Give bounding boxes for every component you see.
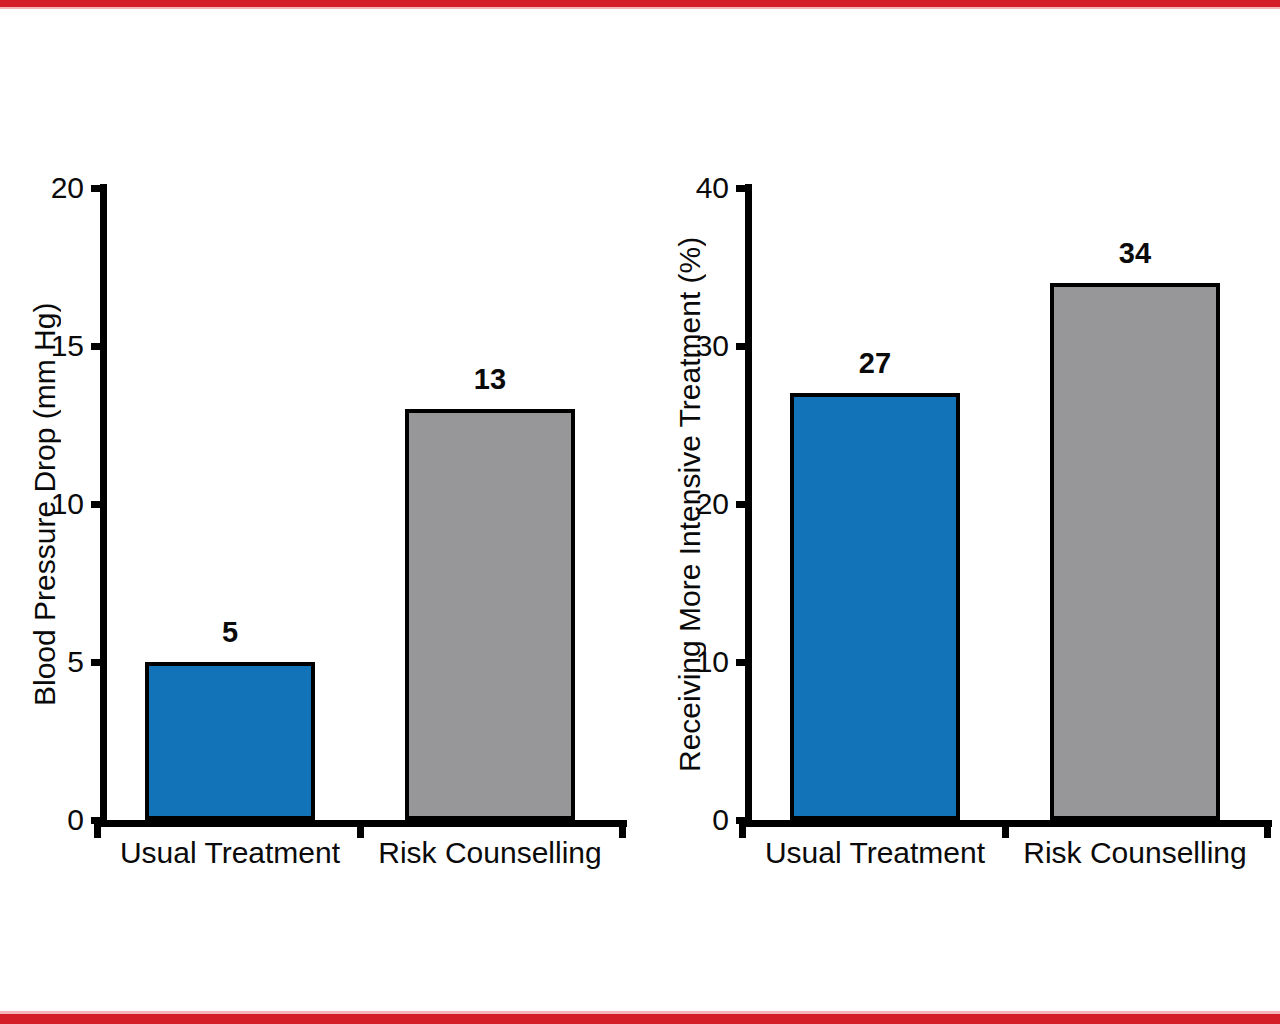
y-tick-label: 20 (0, 171, 84, 205)
bar-value-label: 13 (405, 362, 575, 396)
y-tick (736, 343, 745, 350)
bar-chart-blood-pressure-drop: Blood Pressure Drop (mm Hg) 051015205Usu… (100, 188, 620, 820)
y-tick (91, 501, 100, 508)
y-axis (100, 184, 107, 827)
bar (145, 662, 315, 820)
bar-value-label: 27 (790, 346, 960, 380)
y-tick-label: 40 (619, 171, 729, 205)
y-tick-label: 0 (0, 803, 84, 837)
y-tick (736, 501, 745, 508)
bar (405, 409, 575, 820)
y-tick (736, 817, 745, 824)
category-label: Usual Treatment (100, 836, 360, 870)
y-tick (736, 659, 745, 666)
y-axis (745, 184, 752, 827)
y-tick (91, 659, 100, 666)
category-label: Risk Counselling (1005, 836, 1265, 870)
bar (790, 393, 960, 820)
y-tick (91, 343, 100, 350)
y-tick (736, 185, 745, 192)
y-tick-label: 10 (619, 645, 729, 679)
y-tick-label: 5 (0, 645, 84, 679)
y-tick (91, 185, 100, 192)
x-axis-tick (1264, 820, 1271, 838)
category-label: Usual Treatment (745, 836, 1005, 870)
bar-value-label: 5 (145, 615, 315, 649)
top-pink-accent-line (0, 7, 1280, 9)
y-tick-label: 20 (619, 487, 729, 521)
bottom-red-bar (0, 1014, 1280, 1024)
bar (1050, 283, 1220, 820)
bar-chart-receiving-more-intensive-treatment: Receiving More Intensive Treatment (%) 0… (745, 188, 1265, 820)
y-tick-label: 15 (0, 329, 84, 363)
bar-value-label: 34 (1050, 236, 1220, 270)
category-label: Risk Counselling (360, 836, 620, 870)
figure-canvas: Blood Pressure Drop (mm Hg) 051015205Usu… (0, 0, 1280, 1024)
y-tick-label: 10 (0, 487, 84, 521)
y-tick (91, 817, 100, 824)
top-red-bar (0, 0, 1280, 7)
y-tick-label: 30 (619, 329, 729, 363)
y-tick-label: 0 (619, 803, 729, 837)
